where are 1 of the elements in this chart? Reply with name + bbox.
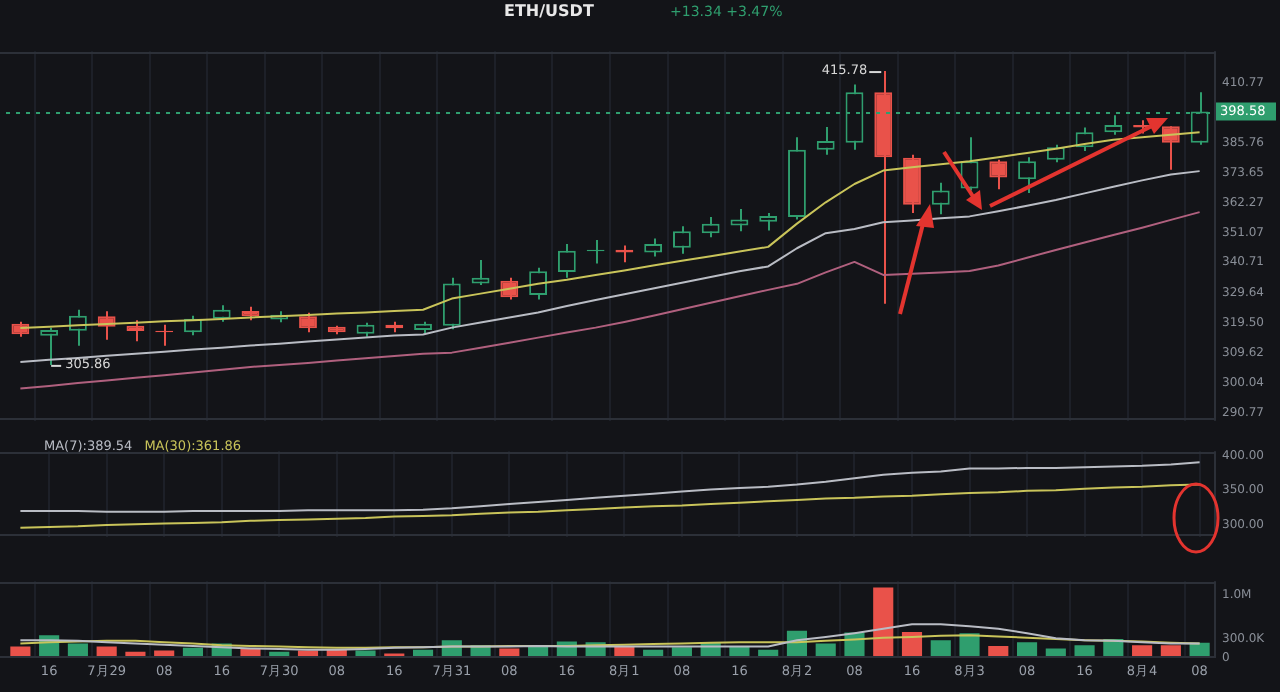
- chart-title: ETH/USDT: [504, 2, 594, 20]
